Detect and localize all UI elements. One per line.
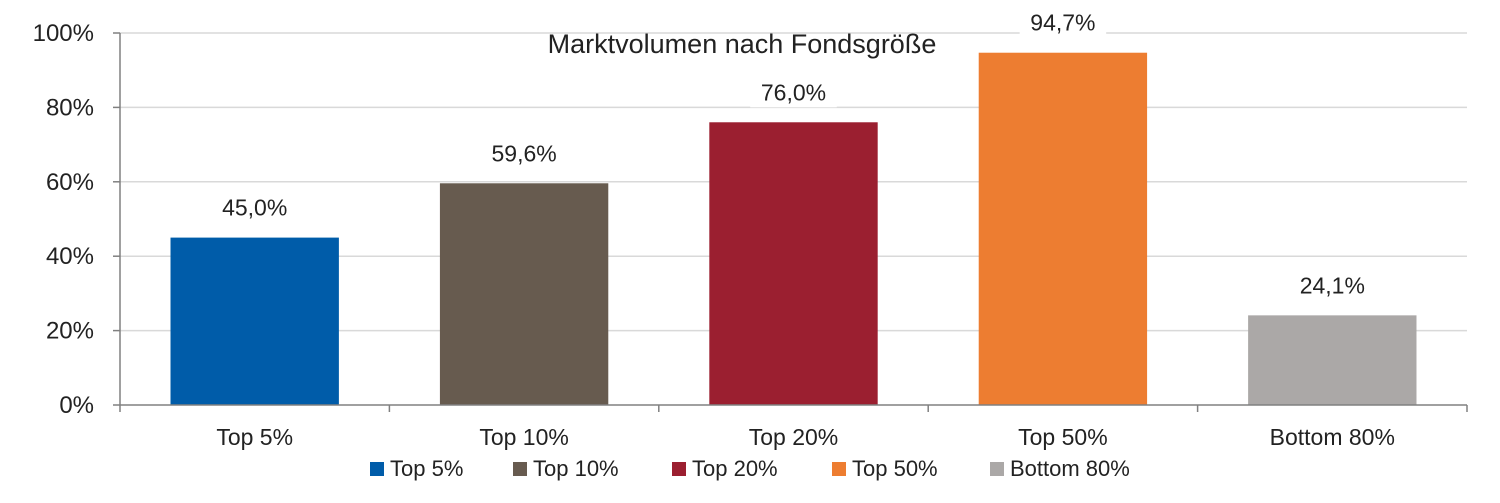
y-tick-label: 100% (33, 20, 94, 47)
legend-label: Top 20% (692, 456, 778, 481)
data-label: 76,0% (761, 79, 826, 105)
data-label-background (1019, 7, 1107, 38)
y-tick-label: 0% (59, 392, 94, 419)
x-tick-label: Top 20% (749, 424, 839, 450)
legend-label: Top 10% (533, 456, 619, 481)
data-label-background (1289, 270, 1376, 301)
bars (170, 52, 1417, 405)
data-label: 94,7% (1030, 10, 1095, 36)
y-tick-label: 80% (46, 94, 94, 121)
y-tick-label: 20% (46, 318, 94, 345)
bar (170, 237, 339, 405)
data-label: 59,6% (491, 140, 556, 166)
bar (439, 183, 609, 405)
legend-swatch (513, 462, 527, 476)
legend-swatch (672, 462, 686, 476)
chart-title: Marktvolumen nach Fondsgröße (548, 29, 937, 59)
bar (709, 122, 878, 405)
axes: 0% 20% 40% 60% 80% 100% Top 5% Top 10% Top 20% To… (33, 20, 1468, 450)
x-tick-label: Top 10% (479, 424, 569, 450)
legend: Top 5% Top 10% Top 20% Top 50% Bottom 80% (370, 456, 1130, 481)
x-tick-label: Bottom 80% (1270, 424, 1395, 450)
x-tick-label: Top 50% (1018, 424, 1108, 450)
data-labels: 45,0% 59,6% 76,0% 94,7% 24,1% (211, 7, 1376, 301)
legend-swatch (990, 462, 1004, 476)
legend-label: Top 5% (390, 456, 463, 481)
legend-swatch (370, 462, 384, 476)
y-tick-label: 40% (46, 243, 94, 270)
bar (1248, 315, 1417, 405)
data-label-background (211, 192, 298, 223)
x-tick-label: Top 5% (216, 424, 293, 450)
bar (978, 52, 1148, 405)
legend-label: Bottom 80% (1010, 456, 1130, 481)
data-label-background (750, 77, 837, 108)
legend-label: Top 50% (852, 456, 938, 481)
data-label-background (480, 138, 568, 169)
legend-swatch (832, 462, 846, 476)
data-label: 45,0% (222, 195, 287, 221)
y-tick-label: 60% (46, 169, 94, 196)
data-label: 24,1% (1300, 272, 1365, 298)
